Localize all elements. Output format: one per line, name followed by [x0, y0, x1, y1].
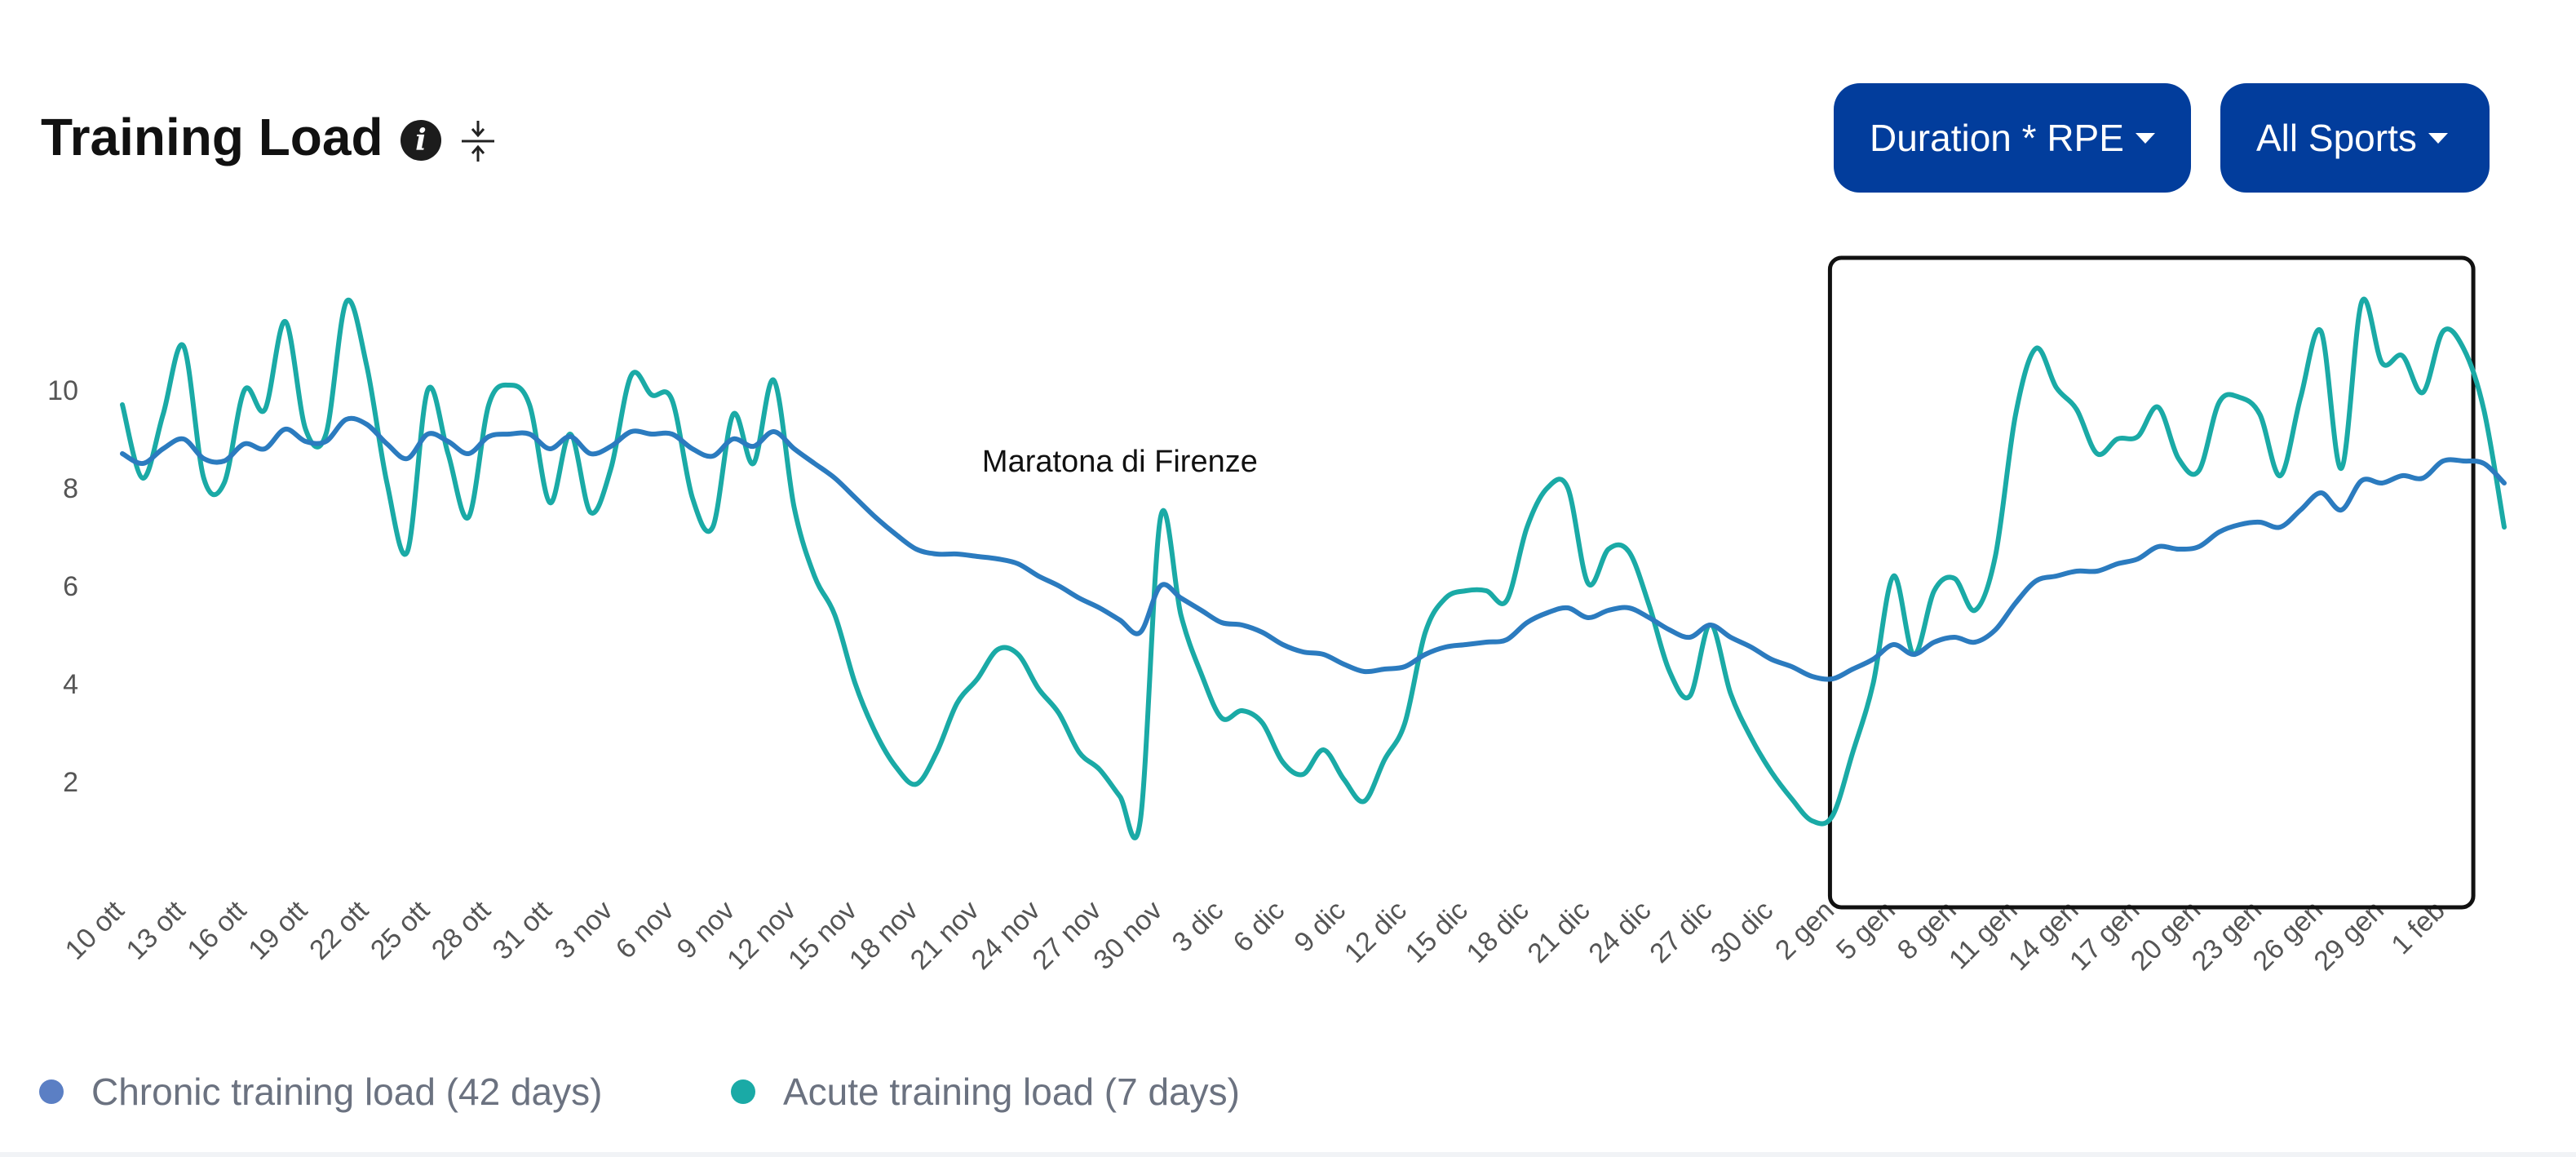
- x-tick-label: 3 dic: [1166, 895, 1230, 959]
- x-tick-label: 21 nov: [905, 895, 985, 976]
- x-tick-label: 6 dic: [1228, 895, 1291, 959]
- x-tick-label: 21 dic: [1522, 895, 1596, 969]
- y-tick-label: 2: [63, 767, 78, 798]
- legend-dot-acute: [731, 1079, 755, 1104]
- y-tick-label: 4: [63, 669, 78, 700]
- x-tick-label: 24 nov: [966, 895, 1047, 976]
- page-title: Training Load: [41, 108, 383, 166]
- x-tick-label: 12 nov: [721, 895, 802, 976]
- highlight-selection-box[interactable]: [1827, 255, 2476, 910]
- collapse-vertical-icon[interactable]: [457, 119, 499, 163]
- x-tick-label: 2 gen: [1769, 895, 1840, 966]
- metric-dropdown[interactable]: Duration * RPE: [1834, 83, 2191, 193]
- x-tick-label: 12 dic: [1339, 895, 1413, 969]
- x-tick-label: 24 dic: [1582, 895, 1657, 969]
- legend-label-acute: Acute training load (7 days): [783, 1071, 1240, 1113]
- legend-dot-chronic: [39, 1079, 64, 1104]
- legend-item-chronic[interactable]: Chronic training load (42 days): [39, 1059, 602, 1124]
- y-axis: 2 4 6 8 10: [47, 375, 78, 798]
- x-tick-label: 27 dic: [1644, 895, 1718, 969]
- sport-dropdown[interactable]: All Sports: [2220, 83, 2490, 193]
- x-tick-label: 31 ott: [487, 894, 558, 965]
- sport-dropdown-label: All Sports: [2256, 117, 2417, 159]
- y-tick-label: 6: [63, 571, 78, 602]
- x-tick-label: 16 ott: [181, 894, 252, 965]
- x-tick-label: 10 ott: [60, 894, 131, 965]
- x-tick-label: 13 ott: [120, 894, 191, 965]
- x-tick-label: 1 feb: [2385, 895, 2450, 960]
- x-tick-label: 30 nov: [1087, 895, 1168, 976]
- x-tick-label: 18 dic: [1461, 895, 1535, 969]
- x-tick-label: 22 ott: [303, 894, 374, 965]
- x-tick-label: 15 nov: [782, 895, 863, 976]
- bottom-divider: [0, 1152, 2576, 1157]
- x-tick-label: 27 nov: [1027, 895, 1108, 976]
- info-icon[interactable]: i: [401, 120, 441, 161]
- chevron-down-icon: [2428, 132, 2448, 144]
- series-line-chronic[interactable]: [120, 415, 2507, 682]
- y-tick-label: 10: [47, 375, 78, 406]
- series-line-acute[interactable]: [120, 296, 2507, 840]
- x-tick-label: 6 nov: [610, 895, 680, 965]
- legend-item-acute[interactable]: Acute training load (7 days): [731, 1059, 1240, 1124]
- x-tick-label: 3 nov: [549, 895, 619, 965]
- y-tick-label: 8: [63, 473, 78, 504]
- series-layer: [120, 296, 2507, 840]
- x-tick-label: 25 ott: [365, 894, 436, 965]
- x-tick-label: 18 nov: [843, 895, 924, 976]
- x-tick-label: 30 dic: [1705, 895, 1779, 969]
- x-tick-label: 15 dic: [1400, 895, 1474, 969]
- race-annotation: Maratona di Firenze: [982, 445, 1258, 479]
- x-tick-label: 28 ott: [426, 894, 497, 965]
- legend-label-chronic: Chronic training load (42 days): [91, 1071, 603, 1113]
- metric-dropdown-label: Duration * RPE: [1870, 117, 2124, 159]
- chevron-down-icon: [2135, 132, 2155, 144]
- x-tick-label: 19 ott: [242, 894, 313, 965]
